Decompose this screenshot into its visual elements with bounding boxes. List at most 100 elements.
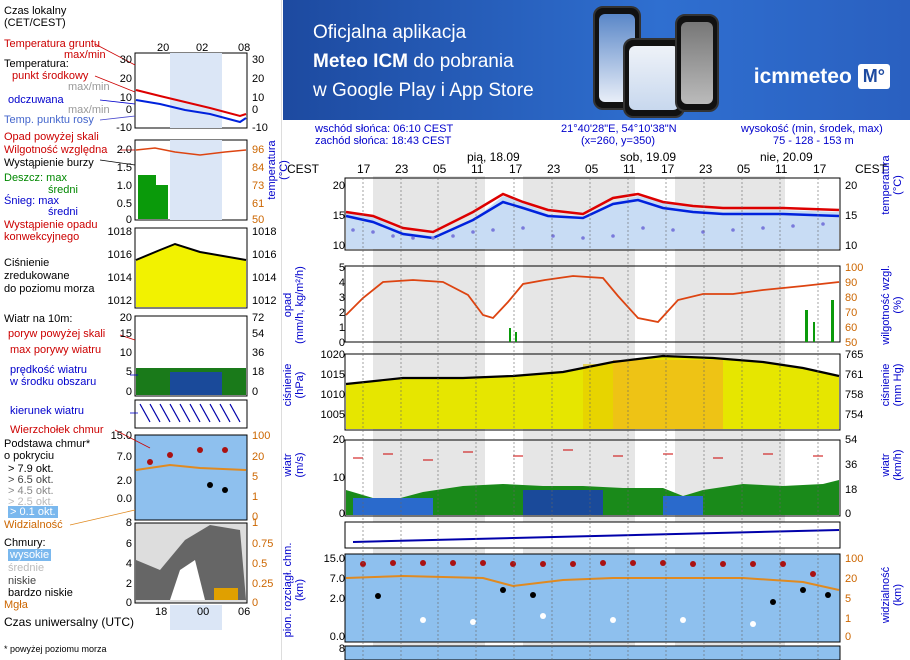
- temp-tick-l-3: 0: [125, 104, 132, 116]
- elevation-values: 75 - 128 - 153 m: [773, 135, 854, 147]
- hour-label: 11: [471, 162, 484, 176]
- cov-tick-l-2: 4: [125, 558, 132, 570]
- hour-label: 11: [775, 162, 788, 176]
- gust-above-label: poryw powyżej skali: [8, 328, 106, 340]
- precip-tick-l-4: 0: [125, 214, 132, 226]
- hour-label: 17: [813, 162, 827, 176]
- main-temp-tick-0: 20: [332, 180, 345, 192]
- main-mmhg-tick-0: 765: [845, 349, 864, 361]
- top-tick-08: 08: [238, 42, 251, 54]
- hour-label: 11: [623, 162, 636, 176]
- meteogram: [344, 176, 841, 660]
- main-kmh-tick-1: 36: [845, 459, 858, 471]
- icmmeteo-logo: icmmeteo M°: [754, 64, 890, 89]
- dew-point-label: Temp. punktu rosy: [4, 114, 94, 126]
- day-label-3: nie, 20.09: [760, 150, 813, 164]
- legend-panel: Czas lokalny (CET/CEST) 20 02 08 Tempera…: [0, 0, 282, 660]
- main-precip-tick-1: 4: [338, 277, 345, 289]
- logo-badge: M°: [857, 64, 890, 89]
- wind-10m-label: Wiatr na 10m:: [4, 313, 73, 325]
- main-temp-tick-r-0: 20: [845, 180, 858, 192]
- temp-axis-title-right: temperatura (°C): [880, 155, 904, 215]
- hum-tick-r-1: 84: [252, 162, 265, 174]
- main-wind-tick-1: 10: [332, 472, 345, 484]
- main-precip-tick-2: 3: [338, 292, 345, 304]
- app-promo-banner[interactable]: Oficjalna aplikacja Meteo ICM do pobrani…: [283, 0, 910, 120]
- coords-text: 21°40'28"E, 54°10'38"N: [561, 123, 677, 135]
- wind-dir-label: kierunek wiatru: [10, 405, 84, 417]
- location-info: wschód słońca: 06:10 CEST zachód słońca:…: [283, 120, 910, 150]
- cloud-tick-l-1: 7.0: [116, 451, 132, 463]
- snow-mid-label: średni: [48, 206, 78, 218]
- cov-tick-l-4: 0: [125, 597, 132, 609]
- cov-tick-l-0: 8: [125, 517, 132, 529]
- main-vis-tick-4: 0: [845, 631, 852, 643]
- phone-image-2: [623, 38, 685, 118]
- main-hum-tick-4: 60: [845, 322, 858, 334]
- mid-point-label: punkt środkowy: [12, 70, 89, 82]
- cloud-top-dots: [360, 560, 816, 577]
- fog-label: Mgła: [4, 599, 28, 611]
- day-label-2: sob, 19.09: [620, 150, 677, 164]
- convective-label: Wystąpienie opadu konwekcyjnego: [4, 219, 98, 243]
- precip-tick-l-2: 1.0: [116, 180, 132, 192]
- main-vis-tick-3: 1: [845, 613, 852, 625]
- cloud-low-dots: [420, 613, 756, 627]
- wind-tick-l-0: 20: [119, 312, 132, 324]
- hour-label: 23: [547, 162, 561, 176]
- main-hum-tick-2: 80: [845, 292, 858, 304]
- phone-image-3: [675, 14, 719, 112]
- hum-tick-r-3: 61: [252, 198, 265, 210]
- hour-gridlines: [362, 178, 819, 660]
- press-tick-l-2: 1014: [107, 272, 132, 284]
- logo-text: icmmeteo: [753, 64, 852, 88]
- wind-tick-r-2: 36: [252, 347, 265, 359]
- temp-tick-l-1: 20: [119, 73, 132, 85]
- visibility-axis-title: widzialność (km): [880, 566, 904, 624]
- banner-text: Oficjalna aplikacja Meteo ICM do pobrani…: [313, 18, 534, 105]
- precip-above-label: Opad powyżej skali: [4, 131, 99, 143]
- cloud-top-label: Wierzchołek chmur: [10, 424, 104, 436]
- main-precip-tick-5: 0: [338, 337, 345, 349]
- temp-tick-l-4: -10: [116, 122, 132, 134]
- main-cloud-tick-3: 0.0: [329, 631, 345, 643]
- tz-right: CEST: [855, 162, 888, 176]
- main-temp-tick-2: 10: [332, 240, 345, 252]
- precip-tick-l-3: 0.5: [116, 198, 132, 210]
- press-tick-r-2: 1014: [252, 272, 277, 284]
- rain-max-label: Deszcz: max: [4, 172, 67, 184]
- wind-axis-title: wiatr (m/s): [282, 452, 306, 478]
- pressure-panel: [344, 353, 841, 431]
- cloud-base-dots: [375, 587, 831, 605]
- main-hum-tick-3: 70: [845, 307, 858, 319]
- main-press-tick-2: 1010: [320, 389, 345, 401]
- cov-tick-r-1: 0.75: [252, 538, 274, 550]
- bottom-tick-06: 06: [238, 606, 251, 618]
- hour-label: 23: [395, 162, 409, 176]
- main-precip-tick-4: 1: [338, 322, 345, 334]
- high-clouds-label: wysokie: [8, 549, 52, 561]
- precip-tick-l-1: 1.5: [116, 162, 132, 174]
- press-tick-r-0: 1018: [252, 226, 277, 238]
- vis-tick-r-1: 20: [252, 451, 265, 463]
- wind-tick-r-0: 72: [252, 312, 265, 324]
- cloud-tick-l-3: 0.0: [116, 493, 132, 505]
- sunset-text: zachód słońca: 18:43 CEST: [315, 135, 452, 147]
- day-label-1: pią, 18.09: [467, 150, 520, 164]
- banner-line-1: Oficjalna aplikacja: [313, 22, 467, 43]
- main-vis-tick-0: 100: [845, 553, 864, 565]
- wind-speed-area-label: prędkość wiatru w środku obszaru: [10, 364, 97, 388]
- elevation-label: wysokość (min, środek, max): [741, 123, 883, 135]
- pressure-axis-title: ciśnienie (hPa): [282, 363, 306, 407]
- bottom-tick-18: 18: [155, 606, 168, 618]
- top-tick-02: 02: [196, 42, 209, 54]
- main-cloud-tick-2: 2.0: [329, 593, 345, 605]
- pressure-label: Ciśnienie zredukowane do poziomu morza: [4, 257, 95, 295]
- humidity-line: [345, 275, 840, 323]
- feels-like-label: odczuwana: [8, 94, 64, 106]
- temp-tick-r-0: 30: [252, 54, 265, 66]
- cov-tick-l-1: 6: [125, 538, 132, 550]
- feels-maxmin-label: max/min: [68, 104, 110, 116]
- clouds-label: Chmury:: [4, 537, 46, 549]
- hour-label: 05: [737, 162, 751, 176]
